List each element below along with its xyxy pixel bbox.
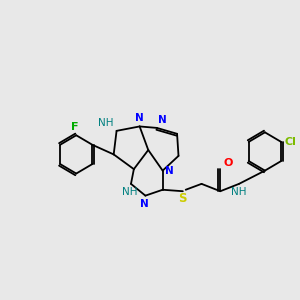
Text: N: N bbox=[135, 113, 143, 123]
Text: NH: NH bbox=[122, 187, 137, 197]
Text: Cl: Cl bbox=[284, 137, 296, 147]
Text: N: N bbox=[140, 199, 148, 209]
Text: N: N bbox=[165, 166, 174, 176]
Text: NH: NH bbox=[98, 118, 113, 128]
Text: S: S bbox=[178, 192, 187, 205]
Text: F: F bbox=[71, 122, 79, 132]
Text: N: N bbox=[158, 115, 167, 125]
Text: O: O bbox=[223, 158, 232, 168]
Text: NH: NH bbox=[231, 188, 246, 197]
